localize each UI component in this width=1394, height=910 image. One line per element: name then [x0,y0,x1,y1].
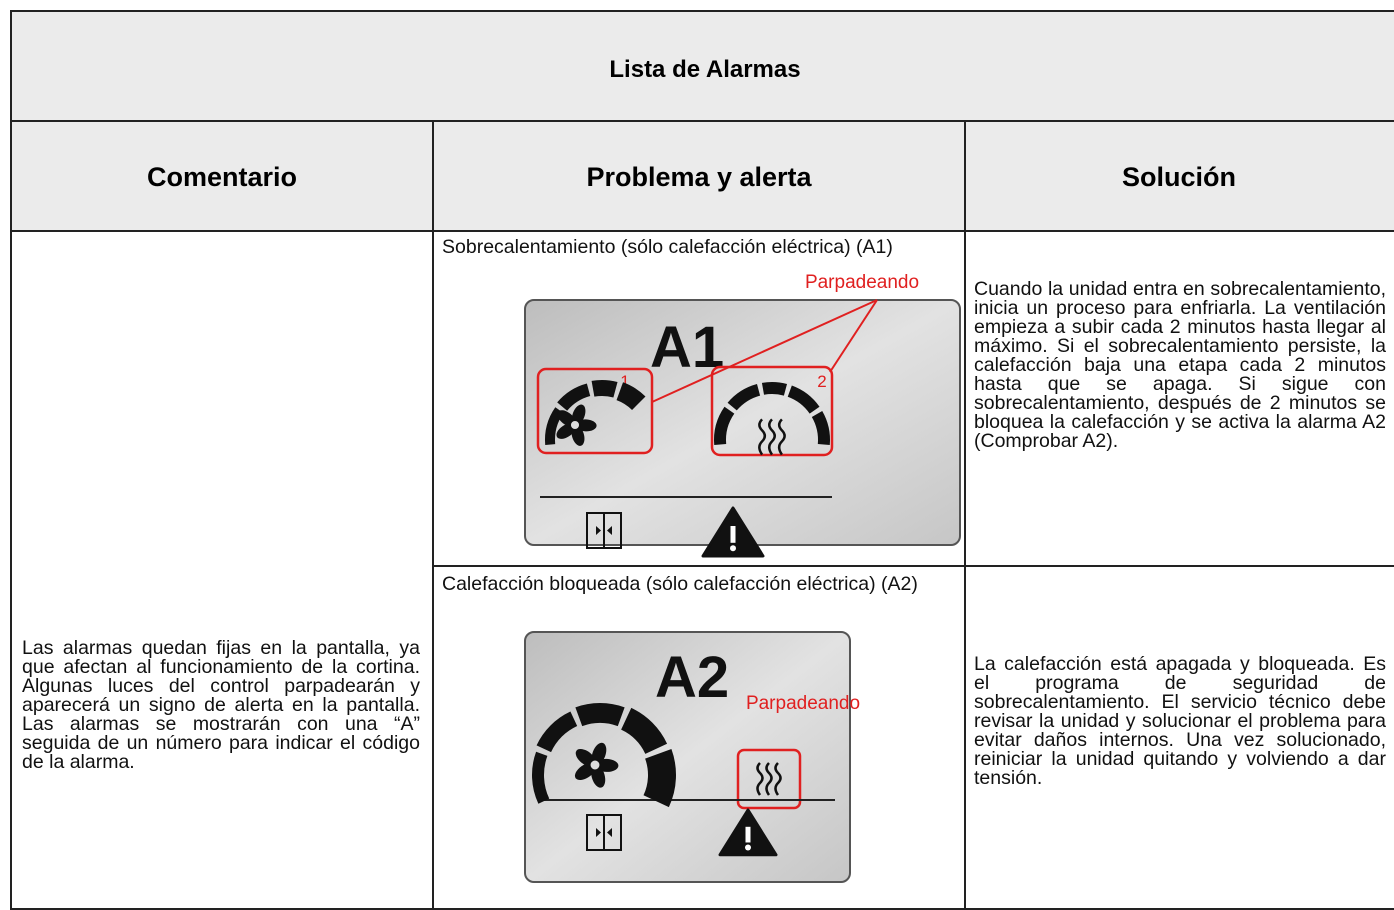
problem-text: Calefacción bloqueada (sólo calefacción … [442,573,918,595]
icons [532,380,830,857]
arc-segment [536,711,578,753]
arc-segment [620,707,668,755]
warning-icon [745,826,751,843]
heat-wave [774,762,782,796]
callout-line [651,299,878,403]
highlight-box [536,367,654,455]
arc-segment [591,380,618,398]
table-title: Lista de Alarmas [609,56,801,83]
arc-segment [811,411,830,446]
problem-text: Sobrecalentamiento (sólo calefacción elé… [442,236,893,258]
marker-number: 1 [620,372,629,391]
column-header: Solución [1122,162,1236,192]
heat-wave [768,418,776,456]
arc-segment [787,385,820,414]
marker-number: 2 [817,372,826,391]
warning-icon [730,545,736,552]
arc-segment [532,751,550,804]
fan-hub [569,419,581,431]
solution-text: Cuando la unidad entra en sobrecalentami… [974,278,1386,452]
heat-wave [758,418,767,456]
warning-icon [730,526,736,543]
arc-segment [761,382,788,396]
arc-segment [714,406,735,446]
arc-segment [575,703,625,727]
door-icon [596,828,612,837]
heat-wave [756,762,764,796]
arc-segment [643,749,676,808]
column-header: Problema y alerta [586,162,812,192]
alarm-code: A1 [650,315,724,380]
arc-segment [727,383,761,411]
column-header: Comentario [146,162,298,192]
heat-wave [777,418,786,456]
title-cell: Lista de Alarmas [10,10,1394,122]
arc-segment [616,382,646,411]
warning-icon [745,844,751,851]
highlight-box [710,365,834,457]
callout-line [829,299,878,373]
comment-text: Las alarmas quedan fijas en la pantalla,… [22,637,420,773]
door-icon [596,526,612,535]
highlight-box [736,748,802,810]
flash-label: Parpadeando [805,272,919,293]
fan-hub [589,759,601,771]
heat-wave [765,762,773,796]
flash-label: Parpadeando [746,693,860,714]
header-cell: Solución [964,120,1394,232]
alarm-code: A2 [655,645,729,710]
lcd-screen [524,631,851,883]
header-cell: Comentario [10,120,434,232]
solution-text: La calefacción está apagada y bloqueada.… [974,653,1386,789]
arc-segment [557,383,591,411]
